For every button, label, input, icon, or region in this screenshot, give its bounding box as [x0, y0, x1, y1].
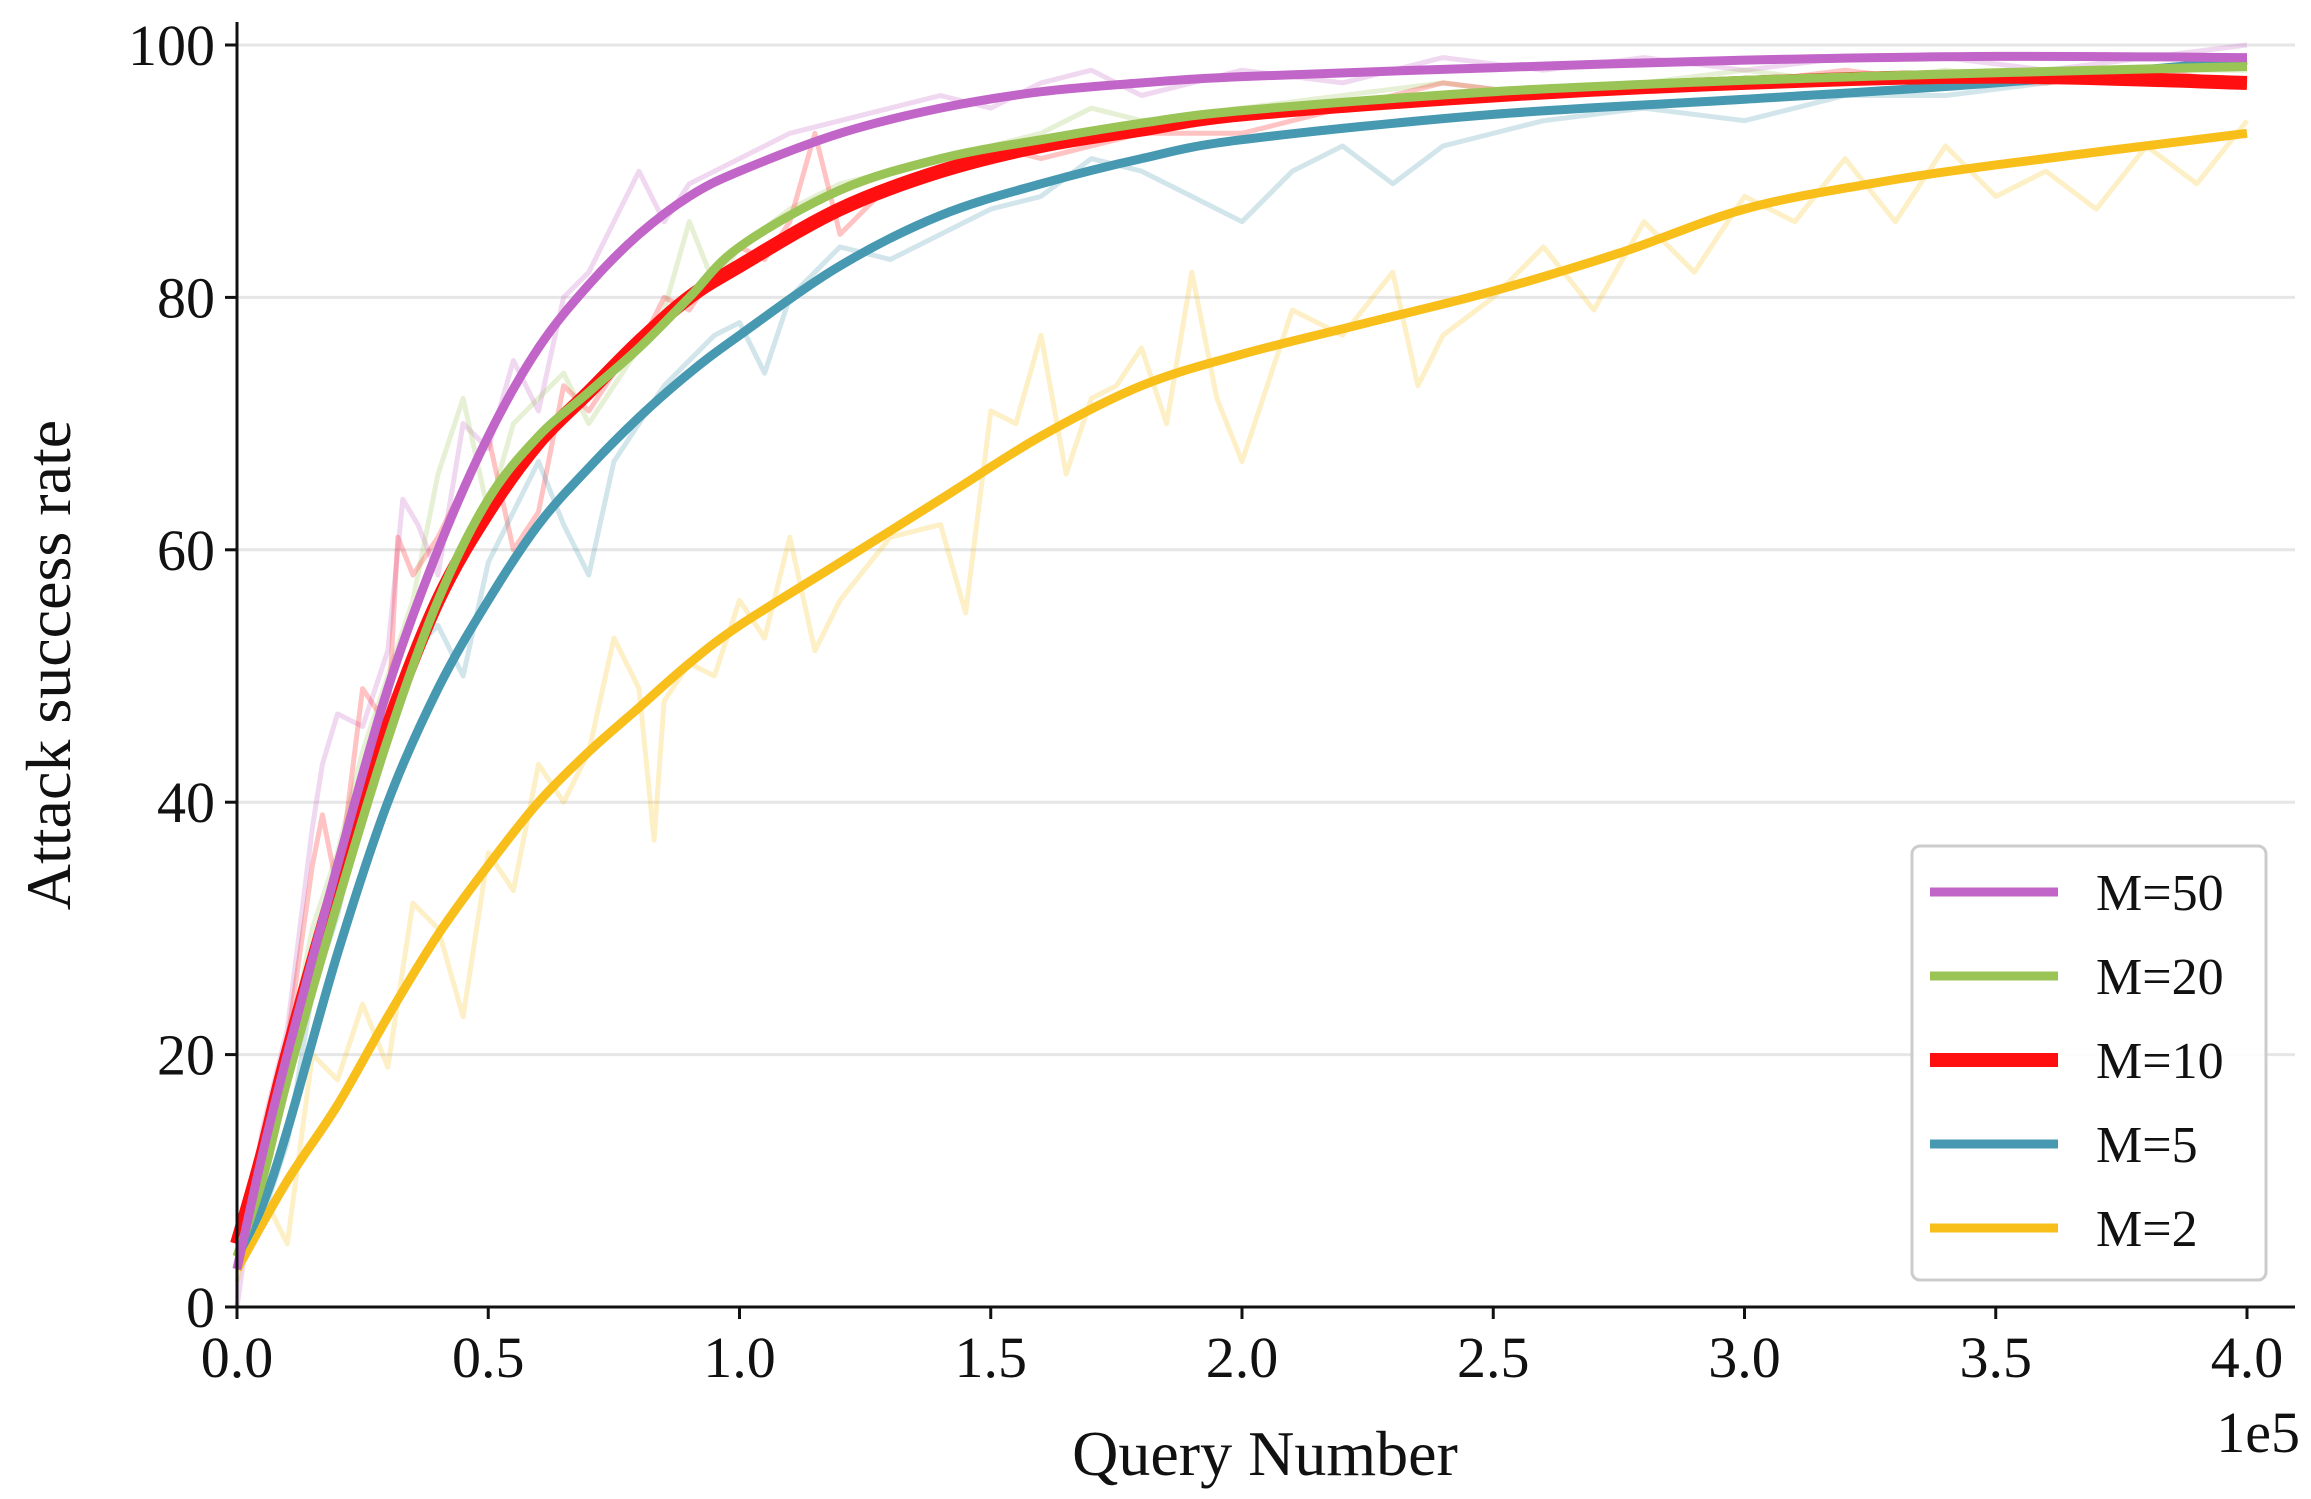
y-tick-label: 40 — [157, 770, 215, 835]
y-tick-label: 80 — [157, 265, 215, 330]
legend-label-m-10: M=10 — [2096, 1033, 2224, 1090]
raw-series-m-2 — [234, 119, 2249, 1283]
y-tick-label: 0 — [186, 1275, 215, 1340]
x-tick-label: 4.0 — [2211, 1325, 2284, 1390]
y-tick-label: 20 — [157, 1023, 215, 1088]
x-axis-title: Query Number — [1072, 1418, 1458, 1489]
y-tick-label: 60 — [157, 518, 215, 583]
x-tick-label: 3.5 — [1960, 1325, 2033, 1390]
legend-items: M=50 M=20 M=10 M=5 M=2 — [1930, 865, 2224, 1258]
x-tick-label: 1.5 — [955, 1325, 1028, 1390]
x-tick-label: 2.0 — [1206, 1325, 1279, 1390]
series-line-m-50 — [232, 51, 2248, 1271]
legend-label-m-5: M=5 — [2096, 1117, 2198, 1174]
y-tick-label: 100 — [128, 13, 215, 78]
x-tick-label: 1.0 — [703, 1325, 776, 1390]
legend-label-m-20: M=20 — [2096, 949, 2224, 1006]
series-line-m-5 — [232, 55, 2248, 1259]
y-axis-title: Attack success rate — [13, 420, 84, 910]
legend-label-m-2: M=2 — [2096, 1201, 2198, 1258]
smooth-series-layer — [230, 51, 2248, 1272]
legend-frame — [1910, 844, 2268, 1282]
y-ticks: 0 20 40 60 80 100 — [128, 13, 237, 1340]
x-ticks: 0.0 0.5 1.0 1.5 2.0 2.5 3.0 3.5 4.0 — [201, 1307, 2284, 1390]
axes — [235, 22, 2295, 1309]
x-tick-label: 0.0 — [201, 1325, 274, 1390]
x-tick-label: 0.5 — [452, 1325, 525, 1390]
x-tick-label: 2.5 — [1457, 1325, 1530, 1390]
series-line-m-2 — [233, 128, 2248, 1272]
legend-label-m-50: M=50 — [2096, 865, 2224, 922]
legend: M=50 M=20 M=10 M=5 M=2 — [1910, 844, 2268, 1282]
series-line-m-20 — [232, 62, 2248, 1258]
x-tick-label: 3.0 — [1708, 1325, 1781, 1390]
x-axis-offset-label: 1e5 — [2216, 1400, 2300, 1465]
